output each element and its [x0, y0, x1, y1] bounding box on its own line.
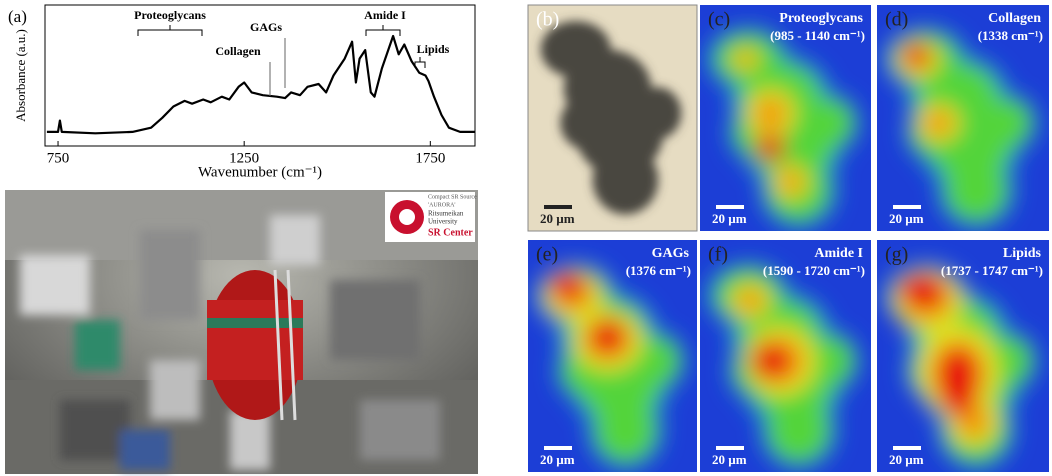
figure: 75012501750Wavenumber (cm⁻¹)Absorbance (… [0, 0, 1052, 476]
annotation: Collagen [215, 44, 261, 58]
annotation-bracket [366, 25, 400, 36]
panel-title: Collagen [988, 11, 1041, 26]
intensity-region [756, 134, 784, 162]
panel-label: (b) [536, 9, 559, 31]
panel: (e) GAGs (1376 cm⁻¹) 20 µm [528, 240, 697, 472]
scale-label: 20 µm [712, 452, 747, 467]
intensity-region [750, 341, 790, 381]
x-tick-label: 750 [47, 150, 70, 166]
logo-text: Ritsumeikan [428, 210, 464, 218]
logo-text: Compact SR Source [428, 194, 477, 200]
panel-label: (c) [708, 9, 730, 31]
intensity-region [901, 42, 929, 66]
intensity-region [986, 99, 1031, 146]
panel-label: (d) [885, 9, 908, 31]
panel: (f) Amide I (1590 - 1720 cm⁻¹) 20 µm [700, 240, 871, 472]
intensity-region [560, 96, 615, 150]
panel: (b) 20 µm [528, 5, 697, 231]
annotation: Lipids [417, 42, 450, 56]
intensity-region [768, 397, 828, 462]
scale-label: 20 µm [712, 211, 747, 226]
panel-subtitle: (1590 - 1720 cm⁻¹) [763, 263, 865, 278]
panel-title: Amide I [814, 246, 863, 261]
annotation-bracket [415, 57, 425, 68]
annotation: GAGs [250, 20, 282, 34]
panel-label: (a) [8, 7, 27, 26]
panel-subtitle: (1737 - 1747 cm⁻¹) [941, 263, 1043, 278]
panel: (d) Collagen (1338 cm⁻¹) 20 µm [877, 5, 1049, 231]
x-tick-label: 1750 [415, 150, 445, 166]
scale-label: 20 µm [540, 211, 575, 226]
panel: (g) Lipids (1737 - 1747 cm⁻¹) 20 µm [877, 240, 1049, 472]
panel-title: Lipids [1003, 246, 1042, 261]
intensity-region [946, 158, 1007, 221]
y-axis-label: Absorbance (a.u.) [13, 29, 28, 122]
panel-label: (g) [885, 244, 908, 266]
panel-subtitle: (1376 cm⁻¹) [626, 263, 691, 278]
annotation: Amide I [364, 8, 406, 22]
panel-label: (f) [708, 244, 728, 266]
intensity-region [633, 87, 681, 139]
intensity-region [936, 346, 981, 417]
intensity-region [778, 169, 803, 194]
facility-photo [5, 190, 478, 474]
panel-title: Proteoglycans [779, 11, 863, 26]
intensity-region [736, 288, 764, 313]
scale-label: 20 µm [889, 452, 924, 467]
intensity-region [596, 397, 656, 462]
scale-label: 20 µm [889, 211, 924, 226]
annotation: Proteoglycans [134, 8, 206, 22]
panel-image [528, 5, 697, 231]
intensity-region [548, 271, 588, 299]
intensity-region [735, 51, 755, 68]
panel-label: (e) [536, 244, 558, 266]
panel-subtitle: (1338 cm⁻¹) [978, 28, 1043, 43]
intensity-region [922, 109, 953, 137]
panel-title: GAGs [652, 246, 690, 261]
intensity-region [809, 99, 853, 146]
spectrum-line [47, 36, 475, 133]
intensity-region [588, 318, 628, 354]
intensity-region [753, 96, 788, 130]
logo-text: University [428, 218, 458, 226]
page: 75012501750Wavenumber (cm⁻¹)Absorbance (… [0, 0, 1052, 476]
x-axis-label: Wavenumber (cm⁻¹) [198, 164, 322, 180]
panel: (c) Proteoglycans (985 - 1140 cm⁻¹) 20 µm [700, 5, 871, 231]
logo-text: 'AURORA' [428, 202, 456, 208]
annotation-bracket [138, 25, 202, 36]
intensity-region [593, 145, 659, 214]
panel-subtitle: (985 - 1140 cm⁻¹) [770, 28, 865, 43]
scale-label: 20 µm [540, 452, 575, 467]
logo-text: SR Center [428, 227, 473, 238]
